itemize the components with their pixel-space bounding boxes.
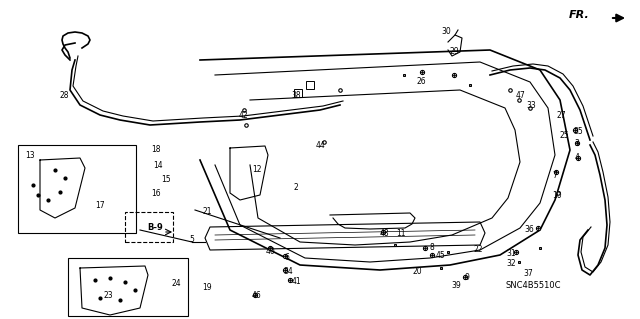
Text: 48: 48	[379, 228, 389, 238]
Text: 6: 6	[285, 254, 289, 263]
Text: 39: 39	[451, 281, 461, 291]
Text: 24: 24	[171, 279, 181, 288]
Text: 17: 17	[95, 202, 105, 211]
Text: 30: 30	[441, 26, 451, 35]
Bar	[294, 89, 302, 97]
Bar	[306, 81, 314, 89]
Text: 5: 5	[189, 235, 195, 244]
Text: 45: 45	[436, 251, 446, 261]
Text: 40: 40	[266, 247, 276, 256]
Text: 20: 20	[412, 268, 422, 277]
Bar	[125, 212, 173, 242]
Text: 41: 41	[291, 277, 301, 286]
Text: 38: 38	[291, 92, 301, 100]
Text: 23: 23	[103, 292, 113, 300]
Text: 37: 37	[523, 269, 533, 278]
Text: 3: 3	[575, 139, 579, 149]
Text: 19: 19	[202, 283, 212, 292]
Text: 10: 10	[552, 191, 562, 201]
Text: 16: 16	[151, 189, 161, 197]
Text: 21: 21	[202, 206, 212, 216]
Text: 33: 33	[526, 101, 536, 110]
Text: 31: 31	[506, 249, 516, 257]
Text: 32: 32	[506, 258, 516, 268]
Text: 35: 35	[573, 127, 583, 136]
Text: 4: 4	[575, 152, 579, 161]
Text: 29: 29	[449, 47, 459, 56]
Bar	[68, 258, 188, 316]
Text: 12: 12	[252, 166, 262, 174]
Text: 28: 28	[60, 92, 68, 100]
Text: 42: 42	[238, 112, 248, 121]
Text: 14: 14	[153, 160, 163, 169]
Text: 34: 34	[283, 266, 293, 276]
Text: 47: 47	[516, 92, 526, 100]
Text: 2: 2	[294, 182, 298, 191]
Text: FR.: FR.	[569, 10, 590, 20]
Text: 18: 18	[151, 145, 161, 154]
Text: 13: 13	[25, 152, 35, 160]
Text: 27: 27	[556, 112, 566, 121]
Text: 11: 11	[396, 228, 406, 238]
Text: 9: 9	[465, 272, 469, 281]
Text: 22: 22	[473, 246, 483, 255]
Text: 46: 46	[251, 292, 261, 300]
Text: SNC4B5510C: SNC4B5510C	[505, 280, 561, 290]
Text: 26: 26	[416, 77, 426, 85]
Text: 36: 36	[524, 225, 534, 234]
Text: 8: 8	[429, 243, 435, 253]
Polygon shape	[205, 222, 485, 250]
Text: 25: 25	[559, 131, 569, 140]
Text: 15: 15	[161, 174, 171, 183]
Text: 7: 7	[552, 170, 557, 180]
Bar	[18, 145, 136, 233]
Text: B-9: B-9	[147, 224, 163, 233]
Text: 44: 44	[316, 142, 326, 151]
